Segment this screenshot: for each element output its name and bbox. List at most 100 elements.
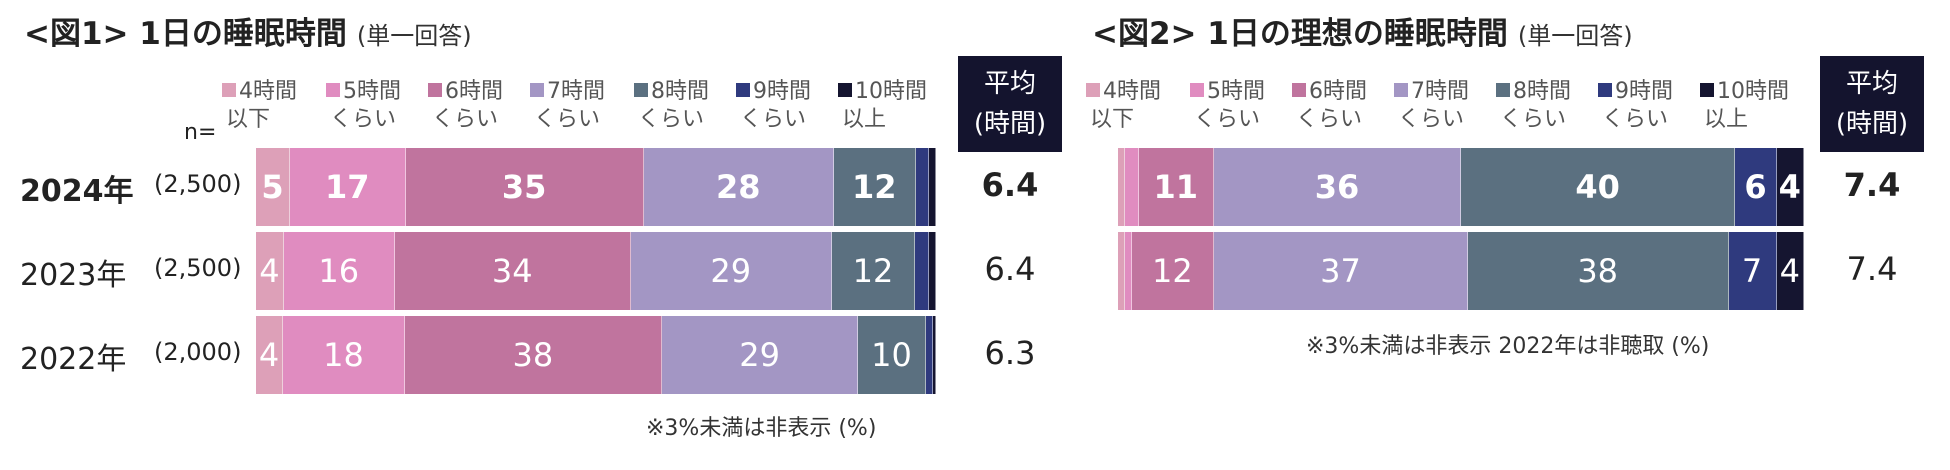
row-year-label: 2022年 [20, 342, 127, 377]
chart-2-panel: <図2> 1日の理想の睡眠時間 (単一回答) 4時間 以下 5時間 くらい 6時間 くらい 7… [1060, 0, 1950, 470]
bar-segment [1124, 232, 1132, 310]
row-year-label: 2024年 [20, 174, 134, 209]
chart-1-legend-item: 6時間くらい [428, 78, 538, 134]
average-value: 6.4 [984, 250, 1036, 288]
chart-1-title: <図1> 1日の睡眠時間 [24, 16, 347, 52]
chart-2-title-wrap: <図2> 1日の理想の睡眠時間 (単一回答) [1092, 8, 1633, 53]
chart-1-legend-item: 5時間くらい [326, 78, 436, 134]
chart-2-legend-item: 4時間 以下 [1086, 78, 1196, 134]
bar-segment: 12 [831, 232, 916, 310]
bar-segment [1124, 148, 1139, 226]
chart-2-legend-item: 9時間 くらい [1598, 78, 1708, 134]
row-sample-size: (2,500) [154, 254, 242, 282]
legend-label-line1: 5時間 [1207, 79, 1265, 104]
bar-segment: 40 [1460, 148, 1736, 226]
legend-label-line2: くらい [1194, 107, 1261, 132]
legend-label-line2: 以下 [226, 107, 271, 132]
bar-segment: 4 [256, 232, 284, 310]
legend-label-line2: 以上 [842, 107, 887, 132]
bar-segment: 18 [283, 316, 405, 394]
legend-label-line1: 10時間 [855, 79, 927, 104]
row-sample-size: (2,000) [154, 338, 242, 366]
legend-label-line1: 7時間 [547, 79, 605, 104]
bar-segment [925, 316, 933, 394]
legend-label-line2: くらい [432, 107, 499, 132]
chart-1-note: ※3%未満は非表示 (%) [646, 416, 877, 441]
bar-segment: 4 [256, 316, 284, 394]
chart-2-title: <図2> 1日の理想の睡眠時間 [1092, 16, 1508, 52]
stacked-bar: 4 18 38 29 10 [256, 316, 936, 394]
n-label: n= [184, 120, 217, 145]
bar-segment [932, 316, 936, 394]
legend-label-line2: くらい [1296, 107, 1363, 132]
legend-label-line1: 4時間 [239, 79, 297, 104]
bar-segment: 4 [1776, 232, 1804, 310]
bar-segment [1118, 148, 1125, 226]
row-sample-size: (2,500) [154, 170, 242, 198]
bar-segment: 6 [1735, 148, 1777, 226]
chart-1-average-header: 平均 (時間) [958, 56, 1062, 152]
average-value: 6.3 [984, 334, 1036, 372]
legend-label-line1: 10時間 [1717, 79, 1789, 104]
bar-segment: 17 [290, 148, 406, 226]
chart-2-note: ※3%未満は非表示 2022年は非聴取 (%) [1306, 334, 1710, 359]
legend-swatch [1292, 83, 1306, 97]
legend-label-line1: 9時間 [753, 79, 811, 104]
bar-segment: 28 [643, 148, 834, 226]
stacked-bar: 12 37 38 7 4 [1118, 232, 1804, 310]
legend-swatch [1700, 83, 1714, 97]
average-header-line2: (時間) [1835, 109, 1909, 139]
bar-segment: 10 [858, 316, 926, 394]
legend-swatch [1190, 83, 1204, 97]
legend-label-line2: くらい [740, 107, 807, 132]
legend-label-line1: 7時間 [1411, 79, 1469, 104]
chart-1-legend-item: 10時間以上 [838, 78, 948, 134]
stacked-bar: 11 36 40 6 4 [1118, 148, 1804, 226]
chart-2-average-header: 平均 (時間) [1820, 56, 1924, 152]
bar-segment: 5 [256, 148, 290, 226]
bar-segment: 34 [394, 232, 631, 310]
average-header-line1: 平均 [1845, 69, 1898, 99]
legend-label-line1: 6時間 [445, 79, 503, 104]
bar-segment: 35 [405, 148, 644, 226]
bar-segment: 12 [833, 148, 916, 226]
chart-1-title-wrap: <図1> 1日の睡眠時間 (単一回答) [24, 8, 472, 53]
legend-swatch [326, 83, 340, 97]
chart-2-legend-item: 7時間くらい [1394, 78, 1504, 134]
stacked-bar: 5 17 35 28 12 [256, 148, 936, 226]
bar-segment [929, 232, 936, 310]
bar-segment: 29 [661, 316, 859, 394]
chart-1-subtitle: (単一回答) [356, 22, 472, 50]
legend-label-line2: くらい [1398, 107, 1465, 132]
bar-segment [915, 232, 930, 310]
chart-2-subtitle: (単一回答) [1517, 22, 1633, 50]
legend-label-line2: 以上 [1704, 107, 1749, 132]
row-year-label: 2023年 [20, 258, 127, 293]
average-header-line2: (時間) [973, 109, 1047, 139]
average-value: 7.4 [1846, 250, 1898, 288]
bar-segment [929, 148, 936, 226]
chart-1-panel: <図1> 1日の睡眠時間 (単一回答) 4時間 以下 5時間 くらい 6時間 くらい 7時間く… [0, 0, 1062, 470]
legend-label-line1: 6時間 [1309, 79, 1367, 104]
chart-1-legend-item: 7時間くらい [530, 78, 640, 134]
chart-2-legend-item: 8時間 くらい [1496, 78, 1606, 134]
legend-label-line2: 以下 [1090, 107, 1135, 132]
chart-1-legend-item: 9時間くらい [736, 78, 846, 134]
legend-swatch [428, 83, 442, 97]
legend-label-line2: くらい [330, 107, 397, 132]
chart-1-legend-item: 4時間以下 [222, 78, 332, 134]
average-value: 7.4 [1843, 166, 1901, 204]
bar-segment: 16 [283, 232, 395, 310]
legend-swatch [1086, 83, 1100, 97]
bar-segment: 11 [1138, 148, 1215, 226]
bar-segment: 4 [1776, 148, 1804, 226]
bar-segment [915, 148, 930, 226]
chart-2-legend-item: 6時間くらい [1292, 78, 1402, 134]
bar-segment: 12 [1131, 232, 1215, 310]
legend-swatch [838, 83, 852, 97]
legend-label-line2: くらい [1500, 107, 1567, 132]
average-value: 6.4 [981, 166, 1039, 204]
legend-label-line1: 5時間 [343, 79, 401, 104]
legend-label-line2: くらい [534, 107, 601, 132]
bar-segment: 7 [1728, 232, 1777, 310]
